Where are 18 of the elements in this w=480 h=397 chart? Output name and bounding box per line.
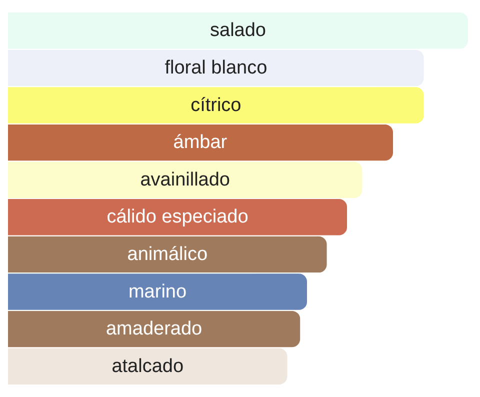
bar	[8, 124, 394, 161]
bar	[8, 310, 300, 348]
y-tick-label: animálico	[127, 244, 208, 265]
bar	[8, 236, 327, 273]
y-tick-label: salado	[210, 20, 266, 42]
y-tick-label: cálido especiado	[106, 206, 248, 228]
bar	[8, 348, 288, 384]
bar	[8, 162, 362, 198]
y-tick-label: floral blanco	[164, 57, 268, 78]
y-tick-label: atalcado	[112, 356, 184, 377]
bar	[8, 87, 424, 124]
y-tick-label: marino	[128, 281, 187, 302]
y-tick-label: cítrico	[190, 94, 242, 116]
bar	[8, 199, 348, 236]
y-tick-label: avainillado	[140, 169, 230, 190]
y-tick-label: amaderado	[106, 318, 202, 340]
bar	[8, 274, 307, 310]
y-tick-label: ámbar	[173, 132, 228, 154]
